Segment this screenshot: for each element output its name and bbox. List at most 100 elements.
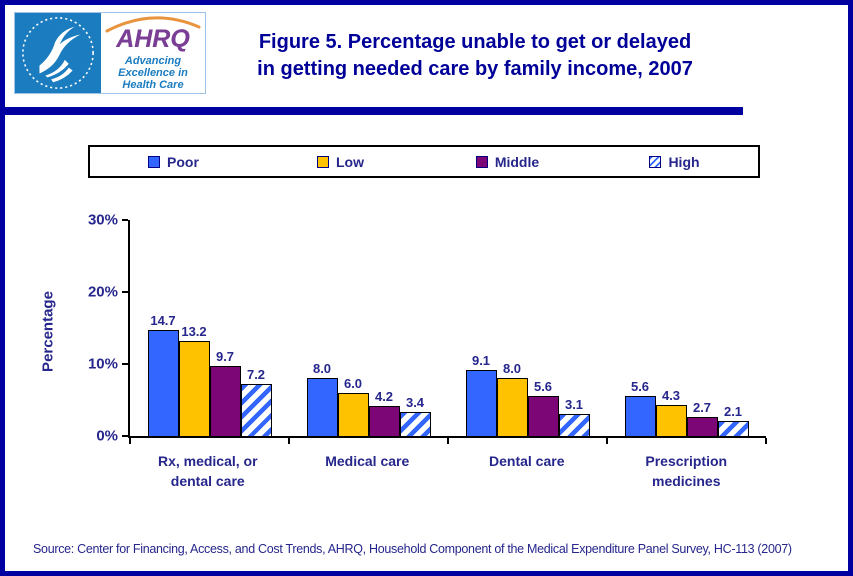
ahrq-tagline-line2: Excellence in	[118, 66, 188, 79]
bar-value-label: 7.2	[246, 367, 266, 383]
bar-rect	[209, 366, 241, 436]
bar-value-label: 3.1	[564, 396, 584, 412]
bar-value-label: 4.3	[661, 388, 681, 404]
header-divider	[5, 107, 743, 115]
bar-middle-group1: 9.7	[209, 349, 241, 436]
y-tick-label-0: 0%	[96, 427, 118, 445]
plot-area: 14.7 13.2 9.7 7.2 8.0 6.0 4.2 3.4 9.1 8.0 5.6 3.1 5.…	[88, 212, 767, 445]
category-label-4: Prescription medicines	[645, 453, 728, 490]
ahrq-tagline: Advancing Excellence in Health Care	[118, 55, 188, 92]
bar-poor-group1: 14.7	[147, 313, 179, 436]
x-axis-category-labels: Rx, medical, or dental care Medical care D…	[128, 451, 766, 492]
figure-title-line2: in getting needed care by family income,…	[257, 58, 693, 80]
ahrq-tagline-line1: Advancing	[124, 54, 182, 67]
bar-high-group2: 3.4	[399, 395, 431, 436]
bar-middle-group2: 4.2	[368, 389, 400, 436]
bar-low-group1: 13.2	[178, 324, 210, 436]
bar-poor-group2: 8.0	[306, 361, 338, 436]
bar-rect	[655, 405, 687, 436]
legend-item-low: Low	[257, 154, 424, 170]
y-tick-label-20: 20%	[87, 283, 118, 301]
bar-value-label: 5.6	[630, 378, 650, 394]
category-label-3: Dental care	[489, 453, 565, 469]
bar-value-label: 9.1	[471, 353, 491, 369]
source-text: Source: Center for Financing, Access, an…	[33, 542, 792, 556]
bar-value-label: 2.7	[692, 399, 712, 415]
bar-value-label: 9.7	[215, 349, 235, 365]
y-tick-mark-10	[122, 363, 128, 365]
ahrq-logo: AHRQ Advancing Excellence in Health Care	[14, 12, 206, 94]
bar-high-group4: 2.1	[717, 404, 749, 436]
ahrq-logo-right: AHRQ Advancing Excellence in Health Care	[101, 13, 205, 93]
legend-swatch-middle	[475, 155, 488, 168]
bar-low-group2: 6.0	[337, 376, 369, 436]
bar-value-label: 13.2	[181, 323, 207, 339]
bar-middle-group3: 5.6	[527, 379, 559, 436]
bar-rect	[368, 405, 400, 436]
legend-label-poor: Poor	[167, 153, 199, 170]
y-axis-title: Percentage	[39, 291, 57, 372]
bar-value-label: 5.6	[533, 378, 553, 394]
bar-high-group1: 7.2	[240, 367, 272, 436]
bar-rect	[465, 370, 497, 436]
bar-low-group4: 4.3	[655, 388, 687, 436]
bar-rect	[399, 411, 431, 436]
figure-title-line1: Figure 5. Percentage unable to get or de…	[258, 31, 692, 53]
bar-group-4: 5.6 4.3 2.7 2.1	[607, 379, 766, 436]
legend-item-poor: Poor	[90, 154, 257, 170]
legend-swatch-high	[649, 155, 662, 168]
bar-rect	[496, 378, 528, 436]
y-tick-mark-20	[122, 291, 128, 293]
bar-value-label: 2.1	[723, 403, 743, 419]
ahrq-tagline-line3: Health Care	[122, 79, 184, 92]
bar-group-3: 9.1 8.0 5.6 3.1	[448, 353, 607, 436]
bar-rect	[147, 330, 179, 436]
x-tick-mark-4	[765, 438, 767, 444]
bar-poor-group3: 9.1	[465, 353, 497, 436]
y-tick-mark-30	[122, 219, 128, 221]
bar-rect	[527, 395, 559, 436]
x-tick-mark-3	[606, 438, 608, 444]
bar-rect	[240, 384, 272, 436]
legend-swatch-poor	[148, 155, 161, 168]
bar-value-label: 8.0	[312, 361, 332, 377]
ahrq-wordmark: AHRQ	[116, 24, 190, 53]
bar-rect	[558, 413, 590, 436]
bar-rect	[686, 416, 718, 436]
bar-rect	[337, 392, 369, 436]
bar-group-1: 14.7 13.2 9.7 7.2	[130, 313, 289, 436]
y-tick-label-30: 30%	[87, 211, 118, 229]
legend-label-low: Low	[336, 153, 364, 170]
category-label-2: Medical care	[325, 453, 410, 469]
category-label-1: Rx, medical, or dental care	[157, 453, 258, 490]
bar-value-label: 3.4	[405, 394, 425, 410]
figure-title: Figure 5. Percentage unable to get or de…	[233, 29, 717, 83]
x-tick-mark-0	[129, 438, 131, 444]
x-tick-mark-1	[288, 438, 290, 444]
bar-rect	[306, 378, 338, 436]
bar-value-label: 4.2	[374, 388, 394, 404]
bar-high-group3: 3.1	[558, 397, 590, 436]
hhs-seal	[15, 13, 101, 93]
bar-low-group3: 8.0	[496, 361, 528, 436]
bar-rect	[624, 395, 656, 436]
bar-middle-group4: 2.7	[686, 400, 718, 436]
bar-value-label: 14.7	[150, 313, 176, 329]
bar-rect	[178, 340, 210, 436]
y-tick-mark-0	[122, 435, 128, 437]
x-tick-mark-2	[447, 438, 449, 444]
y-tick-label-10: 10%	[87, 355, 118, 373]
legend-item-middle: Middle	[424, 154, 591, 170]
bar-groups: 14.7 13.2 9.7 7.2 8.0 6.0 4.2 3.4 9.1 8.0 5.6 3.1 5.…	[130, 220, 766, 436]
bar-poor-group4: 5.6	[624, 379, 656, 436]
bar-value-label: 6.0	[343, 375, 363, 391]
hhs-eagle-icon	[22, 17, 94, 89]
legend-label-middle: Middle	[494, 153, 540, 170]
legend-label-high: High	[668, 153, 700, 170]
legend-swatch-low	[317, 155, 329, 168]
bar-value-label: 8.0	[502, 361, 522, 377]
chart-legend: Poor Low Middle High	[88, 145, 760, 178]
ahrq-arc-icon	[105, 16, 201, 33]
bar-group-2: 8.0 6.0 4.2 3.4	[289, 361, 448, 436]
